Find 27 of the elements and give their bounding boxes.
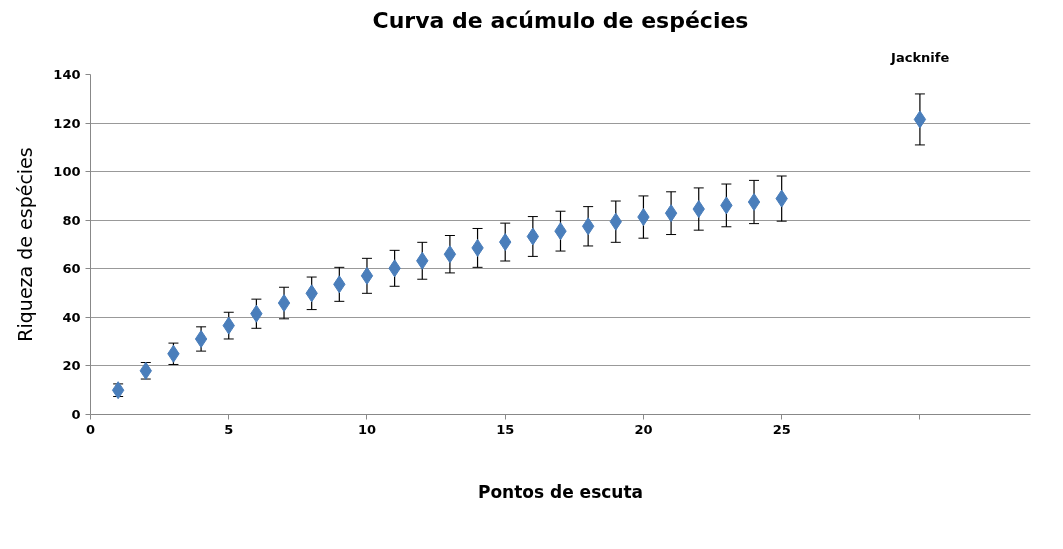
point [747, 193, 761, 211]
y-tick-label: 40 [62, 309, 81, 325]
point [443, 245, 457, 264]
x-tick-label: 15 [496, 421, 515, 437]
x-tick-label: 0 [85, 421, 96, 437]
y-tick-label: 0 [71, 407, 81, 422]
y-tick-label: 100 [53, 164, 81, 180]
y-tick-label: 60 [62, 261, 81, 277]
point [360, 266, 374, 285]
point [526, 227, 540, 246]
point [581, 217, 595, 236]
x-tick-label: 25 [772, 421, 791, 437]
chart-title: Curva de acúmulo de espécies [372, 7, 749, 33]
x-axis-title: Pontos de escuta [477, 481, 644, 502]
point [194, 329, 208, 348]
y-axis-title: Riqueza de espécies [14, 147, 37, 342]
y-tick-label: 140 [53, 67, 81, 82]
point [277, 294, 291, 313]
y-tick-label: 20 [62, 358, 81, 374]
y-tick-label: 80 [62, 212, 81, 228]
x-tick-label: 20 [634, 421, 653, 437]
y-tick-label: 120 [53, 115, 81, 131]
text: Jacknife [890, 49, 950, 65]
point [664, 204, 678, 223]
x-tick-label: 10 [357, 421, 377, 437]
point [913, 110, 927, 129]
x-tick-label: 5 [224, 421, 234, 437]
